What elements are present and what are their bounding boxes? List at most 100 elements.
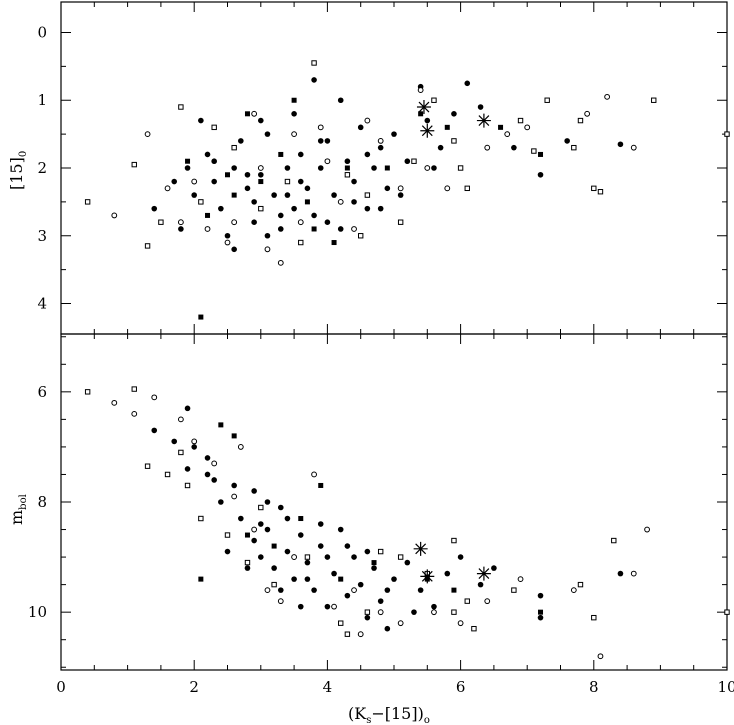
top-point-open-square (544, 97, 550, 103)
top-point-open-square (457, 165, 464, 171)
top-point-filled-circle (218, 205, 224, 212)
top-point-open-circle (257, 165, 264, 171)
bottom-point-filled-circle (331, 570, 337, 577)
bottom-y-axis-label: mbol (7, 494, 29, 525)
top-point-filled-circle (258, 117, 264, 124)
bottom-point-open-circle (251, 526, 258, 533)
top-point-filled-circle (178, 226, 184, 232)
bottom-point-filled-circle (304, 559, 311, 566)
x-tick-label: 8 (589, 678, 599, 696)
bottom-point-filled-circle (204, 455, 211, 461)
top-point-asterisk (476, 113, 491, 128)
top-point-filled-square (205, 212, 211, 218)
top-point-open-circle (424, 165, 431, 171)
top-point-filled-circle (344, 158, 351, 165)
top-point-open-circle (397, 185, 404, 192)
top-point-open-circle (277, 259, 284, 266)
bottom-point-open-circle (331, 603, 337, 610)
bottom-point-filled-square (231, 433, 237, 439)
top-point-filled-square (344, 165, 350, 171)
bottom-plot-frame (60, 333, 728, 671)
top-point-filled-circle (477, 104, 484, 110)
bottom-point-open-circle (457, 620, 464, 627)
bottom-point-open-circle (237, 444, 244, 450)
top-point-open-circle (317, 124, 324, 131)
top-point-filled-circle (297, 151, 304, 158)
bottom-point-open-circle (291, 554, 298, 560)
bottom-point-filled-circle (284, 515, 291, 522)
top-point-open-square (84, 199, 91, 205)
top-y-tick-label: 3 (37, 227, 47, 245)
top-point-filled-circle (617, 141, 624, 148)
top-point-filled-circle (324, 138, 331, 144)
top-point-filled-circle (351, 199, 357, 205)
bottom-point-filled-circle (411, 609, 417, 615)
bottom-point-open-circle (191, 438, 198, 445)
bottom-point-open-square (144, 463, 151, 469)
bottom-point-filled-circle (231, 482, 237, 489)
bottom-point-filled-circle (297, 532, 304, 538)
top-point-filled-circle (271, 192, 277, 198)
top-point-open-circle (191, 178, 198, 185)
top-point-open-circle (204, 226, 211, 232)
top-point-open-circle (417, 87, 424, 93)
top-point-open-square (451, 138, 457, 144)
top-point-asterisk (416, 100, 431, 115)
bottom-point-filled-circle (357, 581, 364, 588)
top-point-filled-square (311, 226, 317, 232)
bottom-point-filled-circle (311, 587, 317, 593)
bottom-point-open-square (84, 389, 91, 395)
bottom-point-open-square (178, 449, 184, 456)
bottom-point-filled-circle (184, 405, 191, 412)
top-point-open-square (431, 97, 437, 103)
bottom-point-open-circle (351, 587, 357, 594)
x-tick-label: 10 (717, 678, 734, 696)
bottom-point-open-square (611, 537, 617, 544)
bottom-point-open-square (164, 471, 171, 478)
top-point-open-circle (111, 212, 118, 219)
top-point-open-square (144, 243, 151, 249)
bottom-point-filled-circle (251, 488, 257, 494)
top-point-filled-circle (311, 212, 317, 219)
bottom-point-open-circle (570, 587, 577, 594)
bottom-point-filled-circle (264, 526, 271, 533)
top-point-open-circle (224, 239, 231, 246)
bottom-point-open-circle (597, 653, 604, 660)
bottom-point-filled-circle (324, 554, 331, 560)
top-ticks: 0 1 2 3 4 (37, 2, 728, 334)
top-point-filled-circle (258, 171, 264, 178)
bottom-point-filled-circle (324, 603, 331, 610)
bottom-point-open-circle (111, 399, 118, 406)
top-point-open-circle (351, 226, 357, 232)
top-point-filled-circle (231, 246, 237, 253)
top-point-open-circle (264, 246, 271, 253)
top-point-open-square (571, 144, 577, 151)
top-point-filled-circle (377, 144, 384, 151)
bottom-panel: 0 2 4 6 8 10 6 8 10 mbol (Ks−[15])o (7, 333, 734, 725)
top-point-filled-circle (404, 158, 411, 165)
top-y-axis-label: [15]0 (7, 151, 29, 190)
bottom-point-filled-square (538, 609, 544, 615)
top-point-open-circle (364, 117, 371, 124)
top-point-filled-circle (244, 171, 251, 178)
top-point-open-square (298, 239, 304, 246)
bottom-point-filled-circle (391, 576, 397, 582)
bottom-point-asterisk (476, 566, 491, 581)
bottom-point-filled-circle (171, 438, 178, 445)
top-point-filled-circle (537, 171, 544, 178)
bottom-point-filled-circle (364, 614, 371, 621)
bottom-point-filled-circle (218, 499, 224, 505)
bottom-point-filled-circle (184, 466, 191, 472)
bottom-point-filled-square (371, 560, 377, 566)
bottom-point-filled-circle (317, 521, 324, 527)
top-point-filled-circle (304, 185, 311, 192)
bottom-point-filled-circle (371, 565, 377, 571)
bottom-point-filled-circle (251, 537, 257, 544)
bottom-point-open-square (364, 609, 371, 615)
bottom-point-open-circle (357, 631, 364, 638)
top-point-open-circle (297, 219, 304, 226)
top-point-open-square (284, 178, 291, 185)
x-tick-label: 4 (323, 678, 333, 696)
top-point-open-square (724, 131, 730, 137)
